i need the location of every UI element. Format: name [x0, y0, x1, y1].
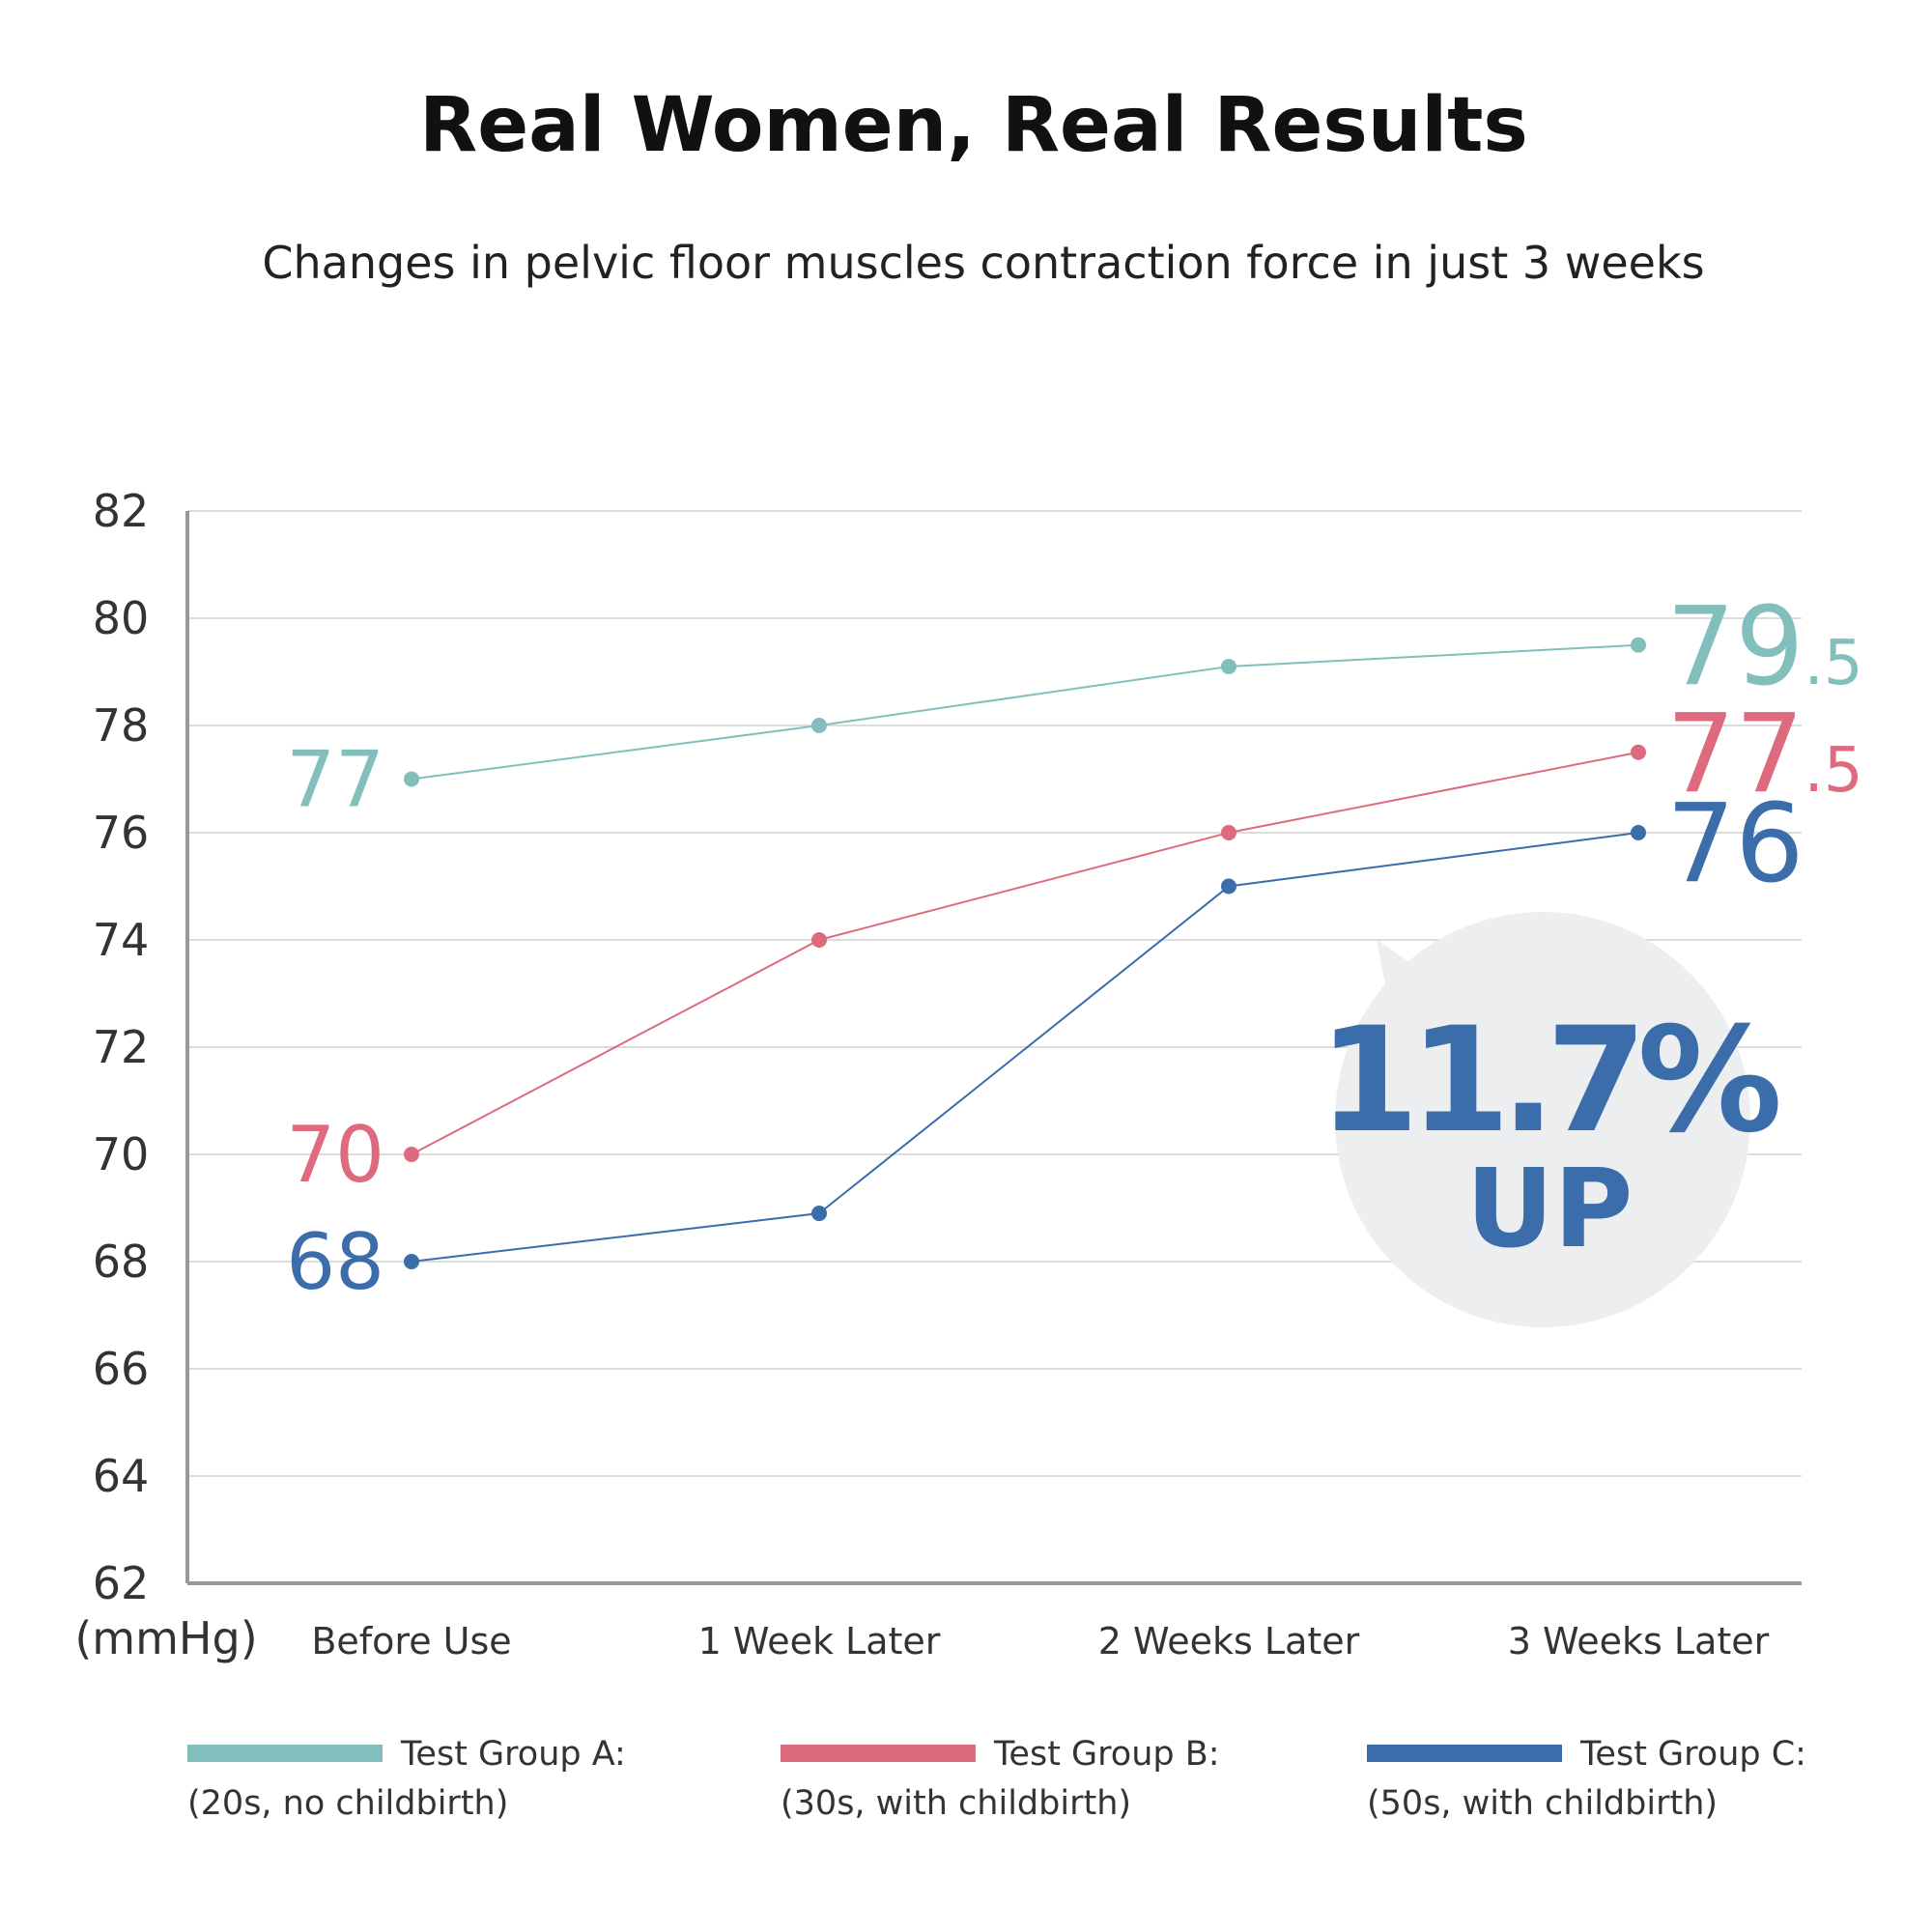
legend-note: (50s, with childbirth)	[1367, 1784, 1718, 1823]
y-tick-label: 66	[93, 1343, 150, 1395]
data-point	[404, 1147, 419, 1162]
x-tick-label: 1 Week Later	[698, 1620, 941, 1662]
end-value-label: 77.5	[1666, 692, 1863, 817]
end-value-label: 76	[1666, 781, 1804, 907]
legend-label: Test Group B:	[993, 1735, 1220, 1774]
end-value-int: 79	[1666, 584, 1804, 710]
start-value-label: 68	[286, 1217, 384, 1307]
y-tick-label: 64	[93, 1450, 150, 1502]
legend-swatch	[781, 1745, 976, 1762]
x-tick-label: Before Use	[311, 1620, 511, 1662]
y-tick-label: 78	[93, 699, 150, 752]
chart-title: Real Women, Real Results	[419, 82, 1528, 169]
data-point	[1221, 878, 1236, 895]
legend-label: Test Group C:	[1579, 1735, 1806, 1774]
legend-note: (20s, no childbirth)	[187, 1784, 508, 1823]
data-point	[404, 1254, 419, 1269]
legend-label: Test Group A:	[400, 1735, 626, 1774]
end-value-dec: .5	[1804, 735, 1863, 807]
x-tick-label: 2 Weeks Later	[1098, 1620, 1360, 1662]
data-point	[1631, 744, 1646, 760]
y-axis-unit: (mmHg)	[74, 1612, 257, 1664]
annotation-percent: 11.7%	[1319, 997, 1778, 1165]
annotation-text: UP	[1465, 1147, 1633, 1272]
chart-subtitle: Changes in pelvic floor muscles contract…	[262, 237, 1704, 289]
end-value-dec: .5	[1804, 628, 1863, 699]
end-value-label: 79.5	[1666, 584, 1863, 710]
y-tick-label: 62	[93, 1557, 150, 1609]
series-line	[411, 751, 1639, 1155]
y-tick-label: 76	[93, 807, 150, 859]
y-tick-label: 80	[93, 592, 150, 644]
data-point	[1221, 825, 1236, 840]
data-point	[811, 718, 827, 733]
data-point	[1631, 825, 1646, 840]
y-tick-label: 82	[93, 485, 150, 537]
data-point	[1631, 637, 1646, 653]
legend-swatch	[187, 1745, 383, 1762]
data-point	[811, 1206, 827, 1222]
data-point	[1221, 658, 1236, 674]
end-value-int: 77	[1666, 692, 1804, 817]
start-value-label: 70	[286, 1110, 384, 1200]
y-tick-label: 72	[93, 1021, 150, 1073]
data-point	[404, 771, 419, 787]
speech-bubble	[1335, 912, 1750, 1327]
y-tick-label: 74	[93, 914, 150, 966]
y-tick-label: 68	[93, 1236, 150, 1288]
series-line	[411, 643, 1639, 781]
x-tick-label: 3 Weeks Later	[1508, 1620, 1770, 1662]
legend-swatch	[1367, 1745, 1562, 1762]
legend-note: (30s, with childbirth)	[781, 1784, 1131, 1823]
end-value-int: 76	[1666, 781, 1804, 907]
data-point	[811, 932, 827, 948]
y-tick-label: 70	[93, 1128, 150, 1180]
start-value-label: 77	[286, 735, 384, 825]
series-line	[411, 832, 1639, 1263]
